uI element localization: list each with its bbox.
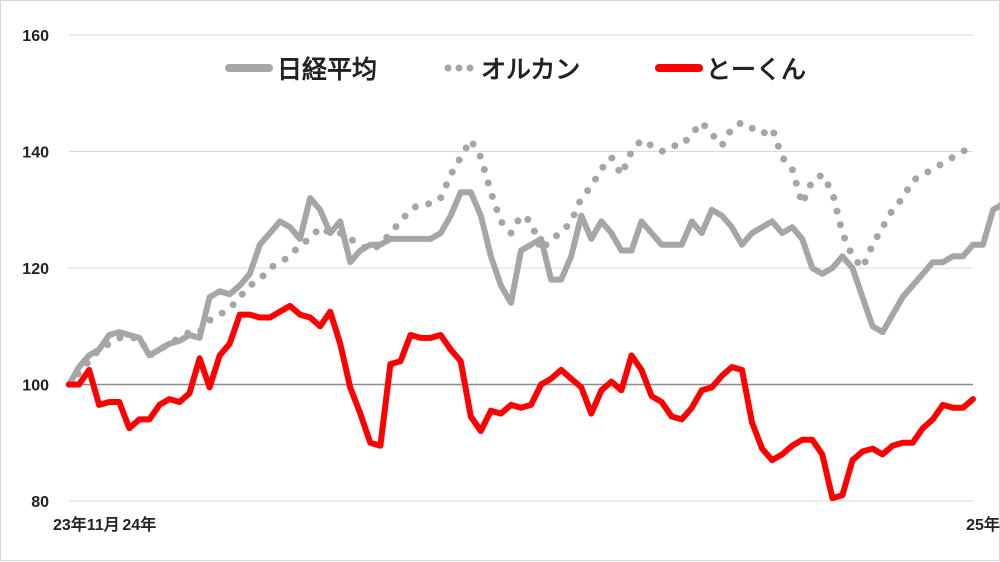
legend-swatch-dot [467, 65, 474, 72]
y-axis-ticks: 80 100 120 140 160 [22, 28, 49, 511]
series-2 [69, 306, 973, 498]
legend-swatch-dot [445, 65, 452, 72]
legend-swatch-dot [456, 65, 463, 72]
gridlines [69, 35, 973, 501]
y-tick-label: 140 [22, 145, 49, 162]
y-tick-label: 80 [31, 494, 49, 511]
y-tick-label: 120 [22, 261, 49, 278]
legend-item-tokun: とーくん [659, 55, 806, 84]
legend-label-orukan: オルカン [481, 55, 580, 84]
legend: 日経平均 オルカン とーくん [229, 55, 806, 84]
x-axis-ticks: 23年11月24年25年6月 [53, 515, 1000, 534]
x-tick-label: 25年 [966, 515, 1000, 534]
series-0 [69, 192, 1000, 384]
x-tick-label: 24年 [122, 515, 156, 534]
series-line-tokun [69, 306, 973, 498]
x-tick-label: 23年11月 [53, 515, 120, 534]
legend-label-nikkei: 日経平均 [277, 55, 377, 84]
series-lines [69, 122, 1000, 498]
y-tick-label: 160 [22, 28, 49, 45]
legend-item-nikkei: 日経平均 [229, 55, 377, 84]
series-line-nikkei [69, 192, 1000, 384]
y-tick-label: 100 [22, 378, 49, 395]
legend-item-orukan: オルカン [445, 55, 581, 84]
legend-label-tokun: とーくん [706, 55, 806, 84]
